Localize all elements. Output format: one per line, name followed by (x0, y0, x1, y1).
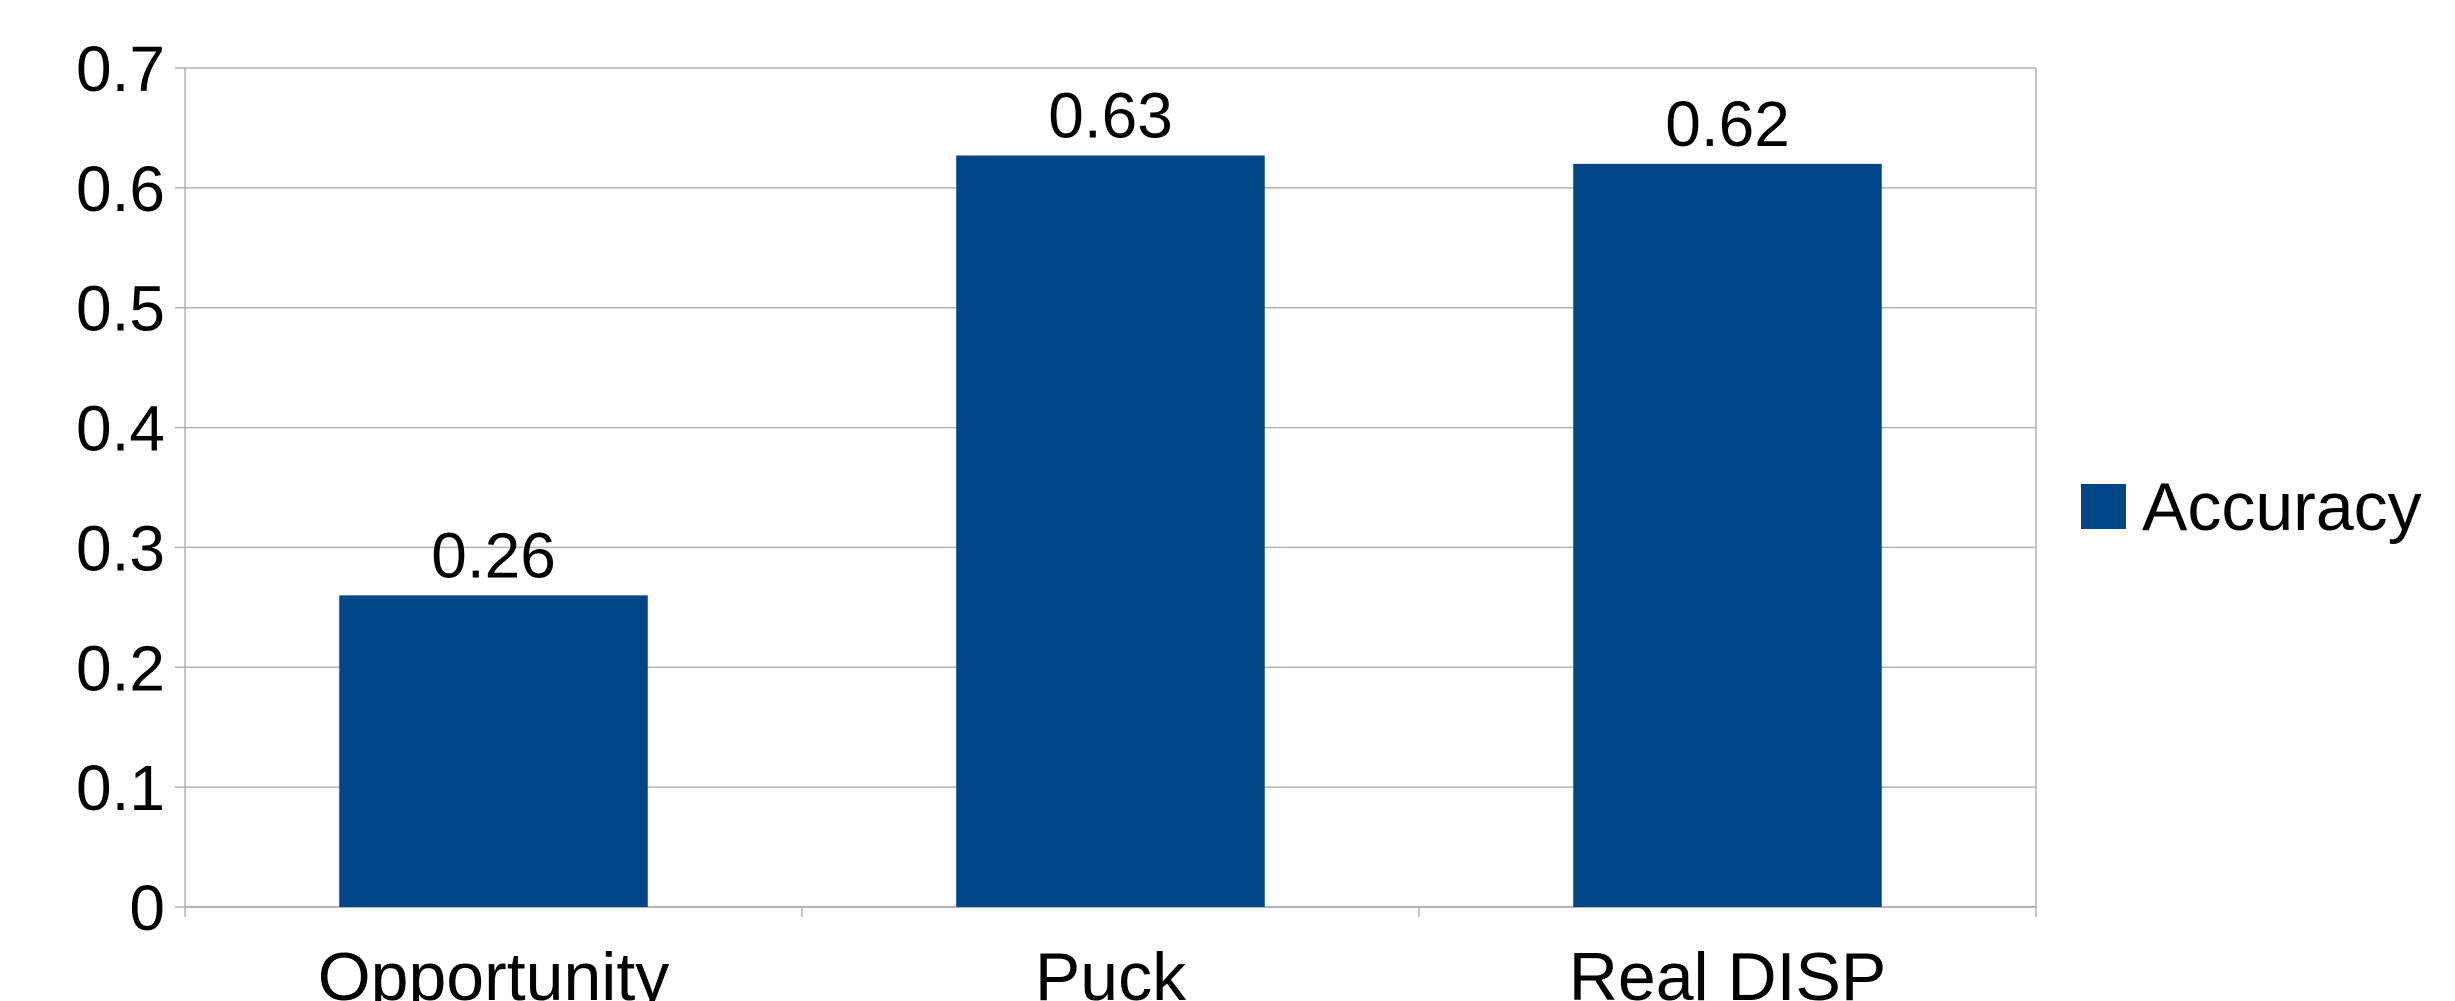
y-tick-label: 0.2 (76, 632, 165, 704)
legend-swatch (2081, 484, 2126, 529)
y-tick-label: 0.5 (76, 273, 165, 345)
y-tick-label: 0.7 (76, 33, 165, 105)
bar-opportunity (339, 595, 648, 907)
labels: 0 0.1 0.2 0.3 0.4 0.5 0.6 0.7 0.26 Opportunity 0.6… (76, 33, 1886, 1001)
x-category-label: Opportunity (318, 939, 670, 1001)
legend: Accuracy (2081, 469, 2422, 545)
bars (339, 155, 1882, 907)
y-tick-label: 0.6 (76, 153, 165, 225)
legend-label: Accuracy (2142, 469, 2422, 545)
data-label: 0.63 (1048, 79, 1173, 151)
y-tick-label: 0.3 (76, 512, 165, 584)
y-tick-label: 0.4 (76, 393, 165, 465)
data-label: 0.26 (431, 519, 556, 591)
bar-real-disp (1573, 163, 1882, 907)
x-category-label: Puck (1035, 939, 1187, 1001)
y-tick-label: 0 (129, 872, 165, 944)
y-tick-label: 0.1 (76, 752, 165, 824)
data-label: 0.62 (1665, 88, 1790, 160)
bar-puck (956, 155, 1265, 907)
x-category-label: Real DISP (1569, 939, 1886, 1001)
